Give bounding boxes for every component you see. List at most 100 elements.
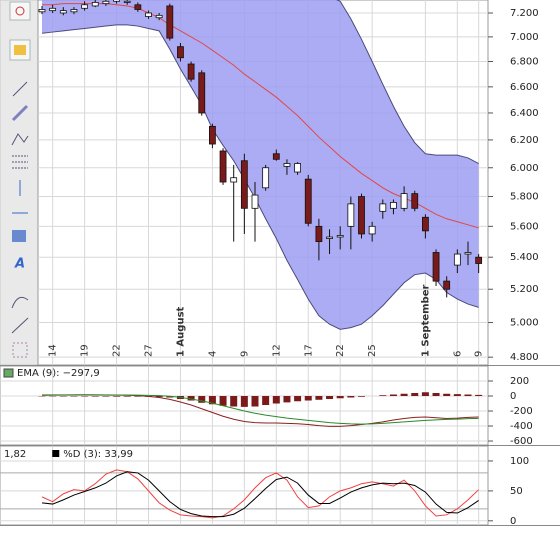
- candle-body: [188, 64, 194, 79]
- histogram-bar: [379, 395, 386, 396]
- histogram-bar: [454, 394, 461, 396]
- candle-body: [124, 1, 130, 2]
- candle-body: [103, 1, 109, 3]
- candle-body: [209, 126, 215, 144]
- candle-body: [273, 154, 279, 160]
- candle-body: [167, 6, 173, 38]
- legend-label: EMA (9): −297,9: [17, 368, 100, 379]
- candle-body: [390, 202, 396, 208]
- histogram-bar: [241, 396, 248, 407]
- histogram-bar: [337, 396, 344, 398]
- histogram-bar: [433, 393, 440, 396]
- candle-body: [316, 226, 322, 241]
- histogram-bar: [326, 396, 333, 399]
- legend-label: 1,82: [4, 449, 26, 460]
- x-tick-label: 14: [48, 344, 59, 357]
- x-tick-label: 17: [303, 344, 314, 357]
- candle-body: [50, 8, 56, 10]
- x-tick-label: 27: [144, 344, 155, 357]
- candle-body: [177, 47, 183, 58]
- y-tick-label: 200: [510, 376, 529, 387]
- histogram-bar: [422, 392, 429, 396]
- toolbar: A: [0, 0, 38, 365]
- legend-swatch: [52, 450, 59, 457]
- candle-body: [327, 237, 333, 239]
- y-tick-label: 5.400: [510, 252, 539, 263]
- y-tick-label: -200: [510, 406, 533, 417]
- tool-text[interactable]: A: [14, 257, 25, 272]
- histogram-bar: [102, 396, 109, 397]
- y-tick-label: 6.000: [510, 163, 539, 174]
- tool-zoom[interactable]: [10, 2, 30, 20]
- candle-body: [92, 2, 98, 6]
- candle-body: [295, 164, 301, 172]
- tool-image-icon: [14, 45, 26, 55]
- x-tick-label: 9: [239, 351, 250, 357]
- y-tick-label: 100: [510, 456, 529, 467]
- candle-body: [220, 151, 226, 182]
- histogram-bar: [305, 396, 312, 401]
- histogram-bar: [220, 396, 227, 406]
- y-tick-label: 6.800: [510, 57, 539, 68]
- x-tick-label: 19: [80, 344, 91, 357]
- x-tick-label: 6: [452, 351, 463, 357]
- y-tick-label: 6.600: [510, 82, 539, 93]
- candle-body: [454, 254, 460, 265]
- x-tick-label: 25: [367, 344, 378, 357]
- histogram-bar: [347, 396, 354, 398]
- candle-body: [305, 179, 311, 223]
- y-tick-label: 5.200: [510, 284, 539, 295]
- candle-body: [252, 195, 258, 208]
- histogram-bar: [124, 396, 131, 397]
- histogram-bar: [113, 396, 120, 397]
- candle-body: [199, 73, 205, 113]
- histogram-bar: [273, 396, 280, 404]
- x-tick-label: 9: [474, 351, 485, 357]
- candle-body: [422, 217, 428, 231]
- candle-body: [82, 5, 88, 9]
- candle-body: [135, 5, 141, 10]
- y-tick-label: 5.000: [510, 318, 539, 329]
- candle-body: [401, 194, 407, 209]
- y-tick-label: 5.800: [510, 192, 539, 203]
- y-tick-label: 50: [510, 486, 523, 497]
- x-tick-label: 4: [207, 351, 218, 357]
- candle-body: [359, 197, 365, 234]
- x-tick-label: 12: [271, 344, 282, 357]
- candle-body: [71, 9, 77, 11]
- candle-body: [60, 11, 66, 13]
- histogram-bar: [283, 396, 290, 402]
- legend-swatch: [4, 369, 13, 377]
- candle-body: [156, 15, 162, 17]
- candle-body: [444, 281, 450, 289]
- histogram-bar: [252, 396, 259, 407]
- y-tick-label: 6.400: [510, 108, 539, 119]
- y-tick-label: 5.600: [510, 221, 539, 232]
- histogram-bar: [262, 396, 269, 405]
- candle-body: [39, 9, 45, 11]
- candle-body: [380, 204, 386, 211]
- histogram-bar: [358, 396, 365, 397]
- histogram-bar: [390, 395, 397, 397]
- candle-body: [263, 168, 269, 188]
- candle-body: [337, 235, 343, 237]
- histogram-bar: [315, 396, 322, 400]
- candle-body: [284, 164, 290, 167]
- candle-body: [348, 204, 354, 226]
- candle-body: [241, 161, 247, 209]
- tool-rect[interactable]: [12, 230, 26, 242]
- legend-label: %D (3): 33,99: [63, 449, 133, 460]
- histogram-bar: [475, 395, 482, 396]
- histogram-bar: [401, 394, 408, 396]
- y-tick-label: 4.800: [510, 352, 539, 363]
- candle-body: [369, 226, 375, 234]
- histogram-bar: [465, 395, 472, 397]
- y-tick-label: -400: [510, 421, 533, 432]
- histogram-bar: [411, 393, 418, 396]
- histogram-bar: [443, 394, 450, 396]
- y-tick-label: 6.200: [510, 135, 539, 146]
- candle-body: [465, 252, 471, 254]
- y-tick-label: 0: [510, 391, 516, 402]
- histogram-bar: [294, 396, 301, 401]
- candle-body: [412, 194, 418, 209]
